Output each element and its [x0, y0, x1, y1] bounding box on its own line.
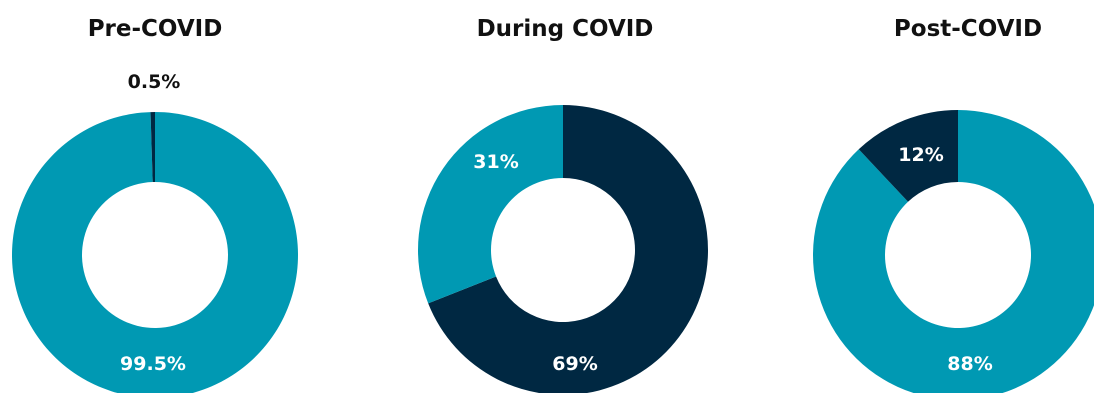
- donut-chart-pre-covid: Pre-COVID 99.5% 0.5%: [12, 16, 298, 393]
- data-label-pre-covid-small: 0.5%: [128, 71, 181, 93]
- data-label-pre-covid-main: 99.5%: [120, 353, 186, 375]
- donut-slice-pre-covid-main: [12, 112, 298, 393]
- donut-chart-post-covid: Post-COVID 88% 12%: [813, 16, 1094, 393]
- donut-slice-pre-covid-small: [150, 112, 155, 183]
- donut-slice-during-covid-small: [418, 105, 563, 304]
- donut-slice-post-covid-small: [858, 110, 958, 202]
- data-label-post-covid-small: 12%: [898, 144, 943, 166]
- chart-title-during-covid: During COVID: [477, 16, 654, 42]
- data-label-post-covid-main: 88%: [947, 353, 992, 375]
- donut-slice-during-covid-main: [428, 105, 708, 393]
- data-label-during-covid-small: 31%: [473, 151, 518, 173]
- donut-chart-during-covid: During COVID 69% 31%: [418, 16, 708, 393]
- chart-title-pre-covid: Pre-COVID: [88, 16, 223, 42]
- data-label-during-covid-main: 69%: [552, 353, 597, 375]
- chart-title-post-covid: Post-COVID: [894, 16, 1042, 42]
- donut-slice-post-covid-main: [813, 110, 1094, 393]
